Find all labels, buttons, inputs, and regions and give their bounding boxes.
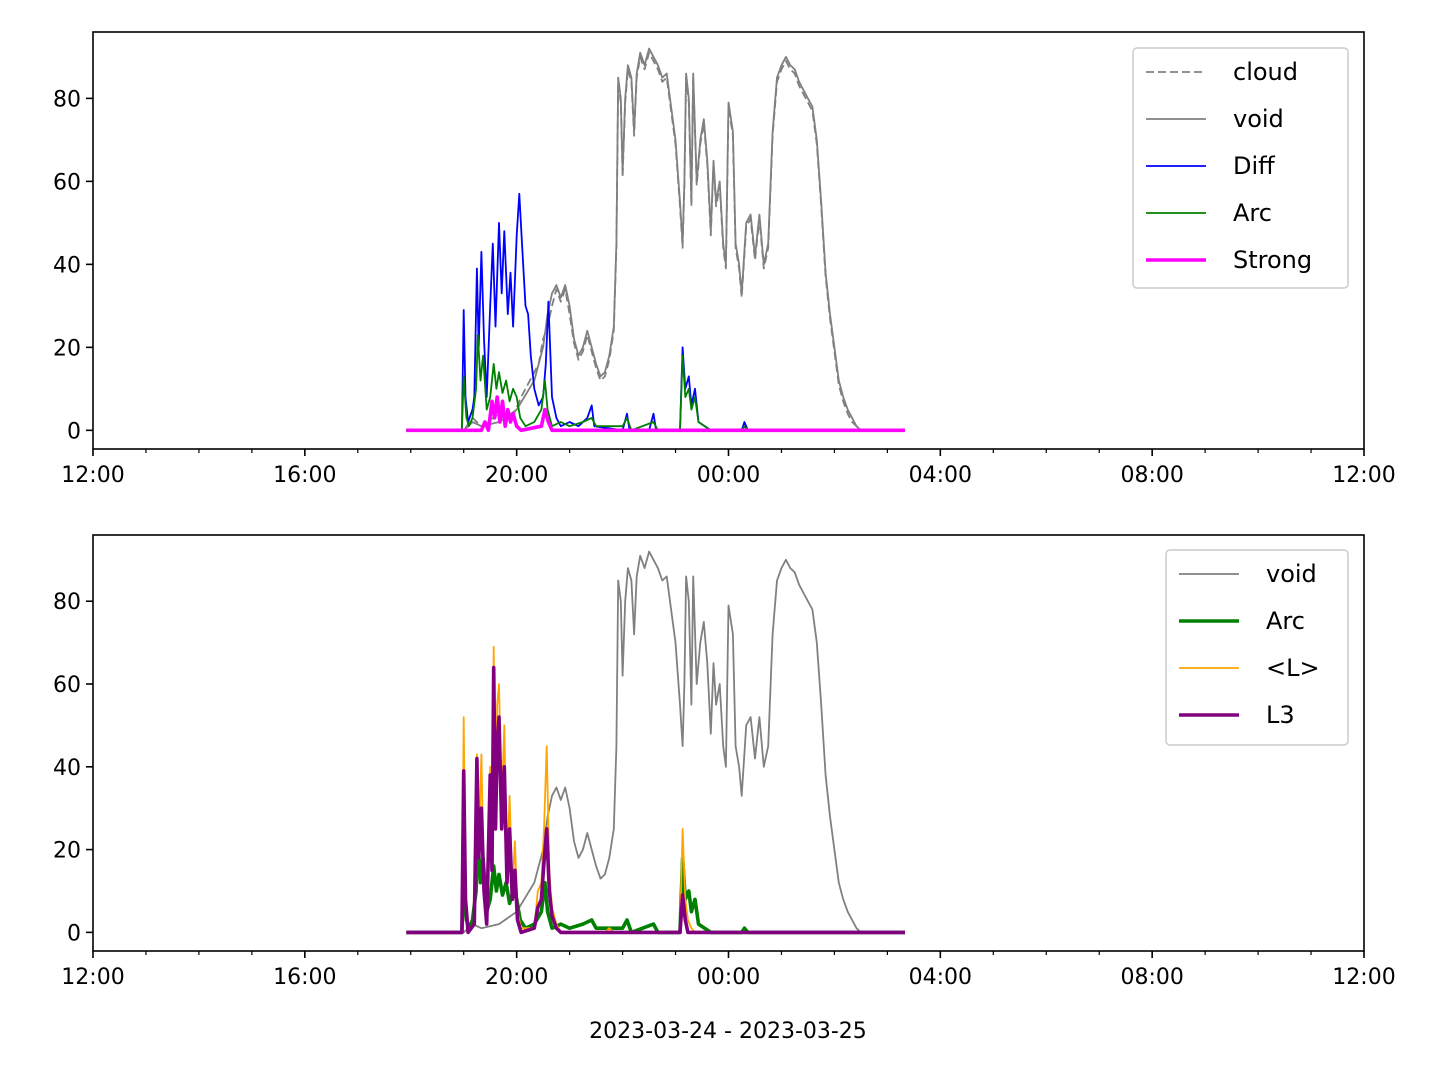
y-tick-label: 80 — [53, 590, 81, 615]
x-tick-label: 20:00 — [485, 463, 548, 488]
legend-label-void: void — [1233, 105, 1284, 133]
series-line-void — [406, 47, 905, 432]
top-panel: 0 20 40 60 80 12:00 16:00 20:00 00:00 04:00 08:00 1… — [53, 31, 1396, 488]
legend-label-strong: Strong — [1233, 246, 1312, 274]
series-line-void — [406, 550, 905, 934]
series-lines — [406, 47, 905, 433]
bottom-panel: 0 20 40 60 80 12:00 16:00 20:00 00:00 04:00 08:00 1… — [53, 534, 1396, 990]
series-line-arc — [406, 334, 905, 432]
y-tick-label: 60 — [53, 170, 81, 195]
y-tick-label: 60 — [53, 673, 81, 698]
y-tick-label: 20 — [53, 839, 81, 864]
series-line-arc — [406, 835, 905, 935]
x-tick-label: 12:00 — [61, 463, 124, 488]
y-tick-label: 80 — [53, 87, 81, 112]
legend-label-arc: Arc — [1266, 607, 1305, 635]
series-line-strong — [406, 395, 905, 433]
legend-label-diff: Diff — [1233, 152, 1275, 180]
x-tick-label: 20:00 — [485, 965, 548, 990]
x-tick-label: 04:00 — [909, 463, 972, 488]
x-tick-label: 12:00 — [61, 965, 124, 990]
legend: void Arc <L> L3 — [1165, 549, 1349, 746]
legend-label-l3: L3 — [1266, 701, 1295, 729]
x-tick-label: 12:00 — [1332, 463, 1395, 488]
legend-label-lmean: <L> — [1266, 654, 1320, 682]
legend-box — [1132, 47, 1349, 289]
y-tick-label: 20 — [53, 336, 81, 361]
legend-label-arc: Arc — [1233, 199, 1272, 227]
series-lines — [406, 550, 905, 935]
series-line-l3 — [406, 665, 905, 935]
legend-box — [1165, 549, 1349, 746]
legend: cloud void Diff Arc Strong — [1132, 47, 1349, 289]
y-tick-label: 0 — [67, 419, 81, 444]
x-tick-label: 16:00 — [273, 965, 336, 990]
x-tick-label: 16:00 — [273, 463, 336, 488]
y-tick-label: 40 — [53, 756, 81, 781]
x-tick-label: 08:00 — [1120, 965, 1183, 990]
y-tick-label: 40 — [53, 253, 81, 278]
legend-label-cloud: cloud — [1233, 58, 1298, 86]
x-tick-label: 00:00 — [697, 965, 760, 990]
x-tick-label: 08:00 — [1120, 463, 1183, 488]
x-tick-label: 12:00 — [1332, 965, 1395, 990]
x-axis-label: 2023-03-24 - 2023-03-25 — [589, 1019, 867, 1044]
x-tick-label: 04:00 — [909, 965, 972, 990]
x-tick-label: 00:00 — [697, 463, 760, 488]
y-tick-label: 0 — [67, 921, 81, 946]
legend-label-void: void — [1266, 560, 1317, 588]
